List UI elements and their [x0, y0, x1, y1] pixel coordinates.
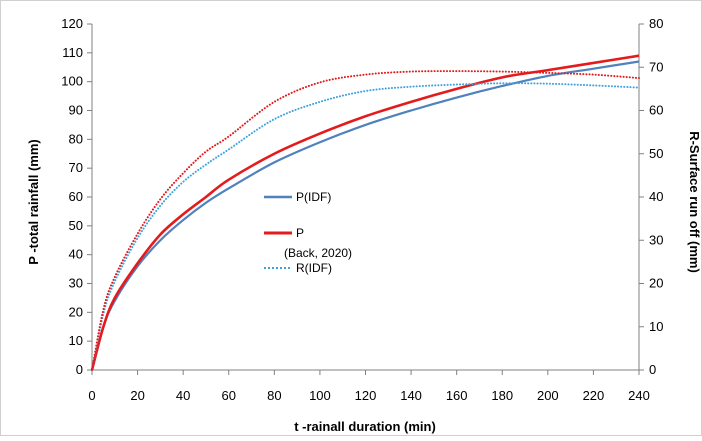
- legend-sublabel-p: (Back, 2020): [284, 246, 352, 260]
- y-left-tick-label: 50: [69, 218, 83, 233]
- x-tick-label: 120: [355, 388, 377, 403]
- y-left-tick-label: 80: [69, 131, 83, 146]
- x-tick-label: 200: [537, 388, 559, 403]
- x-tick-label: 240: [628, 388, 650, 403]
- y-left-tick-label: 90: [69, 103, 83, 118]
- y-right-tick-label: 20: [649, 276, 663, 291]
- x-tick-label: 160: [446, 388, 468, 403]
- series-line-3: [91, 70, 640, 371]
- y-right-tick-label: 0: [649, 362, 656, 377]
- y-right-tick-label: 60: [649, 103, 663, 118]
- series-lines: [90, 54, 640, 371]
- series-line-2: [91, 82, 640, 371]
- y-left-tick-label: 100: [61, 74, 83, 89]
- axes: [87, 23, 644, 375]
- y-right-tick-label: 30: [649, 232, 663, 247]
- x-tick-label: 60: [222, 388, 236, 403]
- legend-label-r-idf: R(IDF): [296, 261, 332, 275]
- y-right-tick-label: 10: [649, 319, 663, 334]
- x-axis-title: t -rainall duration (min): [294, 419, 436, 434]
- x-tick-label: 100: [309, 388, 331, 403]
- y-axis-right-title: R-Surface run off (mm): [687, 131, 702, 273]
- y-left-tick-label: 10: [69, 333, 83, 348]
- x-tick-label: 220: [583, 388, 605, 403]
- x-tick-label: 80: [267, 388, 281, 403]
- y-left-tick-label: 110: [62, 45, 83, 60]
- y-left-tick-label: 20: [69, 304, 83, 319]
- y-left-tick-label: 70: [69, 160, 83, 175]
- legend: P(IDF) P (Back, 2020) R(IDF): [264, 190, 352, 275]
- x-tick-label: 180: [491, 388, 513, 403]
- legend-label-p-idf: P(IDF): [296, 190, 331, 204]
- x-tick-label: 140: [400, 388, 422, 403]
- y-right-tick-label: 70: [649, 59, 663, 74]
- y-left-tick-label: 120: [61, 16, 83, 31]
- y-axis-left-title: P -total rainfall (mm): [26, 139, 41, 264]
- y-right-tick-label: 40: [649, 189, 663, 204]
- series-line-1: [90, 54, 640, 371]
- y-left-tick-label: 60: [69, 189, 83, 204]
- tick-labels: 0 10 20 30 40 50 60 70 80 90 100 110 120 0 10 20 30 40 50 6…: [61, 16, 663, 403]
- y-left-tick-label: 0: [76, 362, 83, 377]
- legend-label-p: P: [296, 226, 304, 240]
- x-tick-label: 20: [130, 388, 144, 403]
- y-left-tick-label: 30: [69, 276, 83, 291]
- y-right-tick-label: 80: [649, 16, 663, 31]
- x-tick-label: 40: [176, 388, 190, 403]
- y-right-tick-label: 50: [649, 146, 663, 161]
- y-left-tick-label: 40: [69, 247, 83, 262]
- x-tick-label: 0: [88, 388, 95, 403]
